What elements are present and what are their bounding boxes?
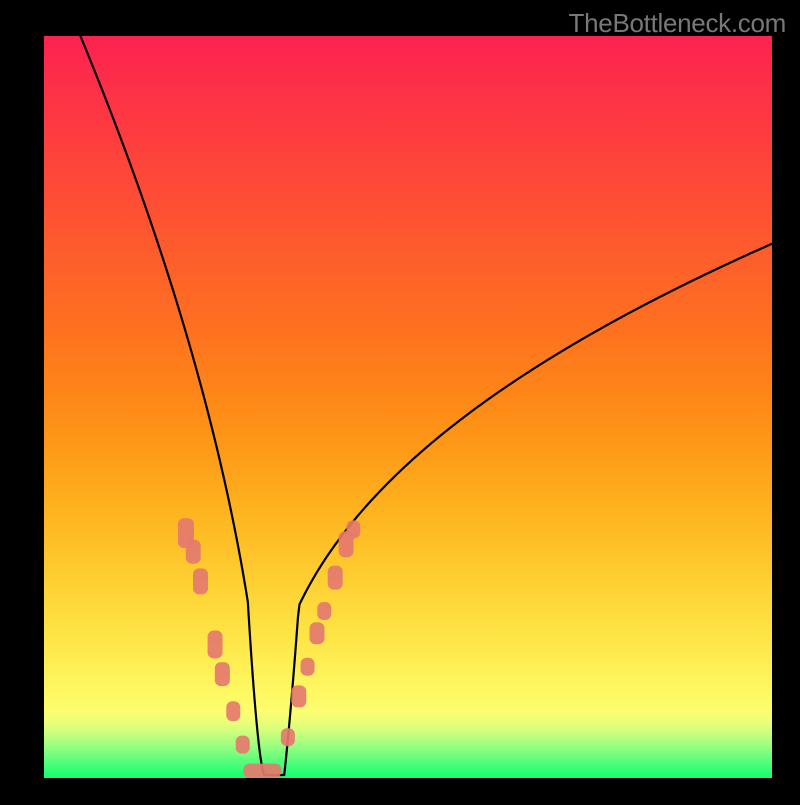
data-marker	[243, 764, 281, 778]
data-marker	[310, 622, 325, 644]
bottleneck-curve-chart	[0, 0, 800, 800]
data-marker	[186, 540, 201, 564]
data-marker	[291, 685, 306, 707]
gradient-background	[44, 36, 772, 778]
data-marker	[193, 568, 208, 594]
data-marker	[226, 701, 240, 721]
data-marker	[215, 662, 230, 686]
data-marker	[317, 602, 331, 620]
chart-container: TheBottleneck.com	[0, 0, 800, 800]
source-watermark: TheBottleneck.com	[569, 8, 786, 39]
data-marker	[236, 736, 250, 754]
data-marker	[328, 566, 343, 590]
data-marker	[208, 630, 223, 658]
data-marker	[301, 658, 315, 676]
data-marker	[346, 520, 360, 538]
data-marker	[281, 728, 295, 746]
